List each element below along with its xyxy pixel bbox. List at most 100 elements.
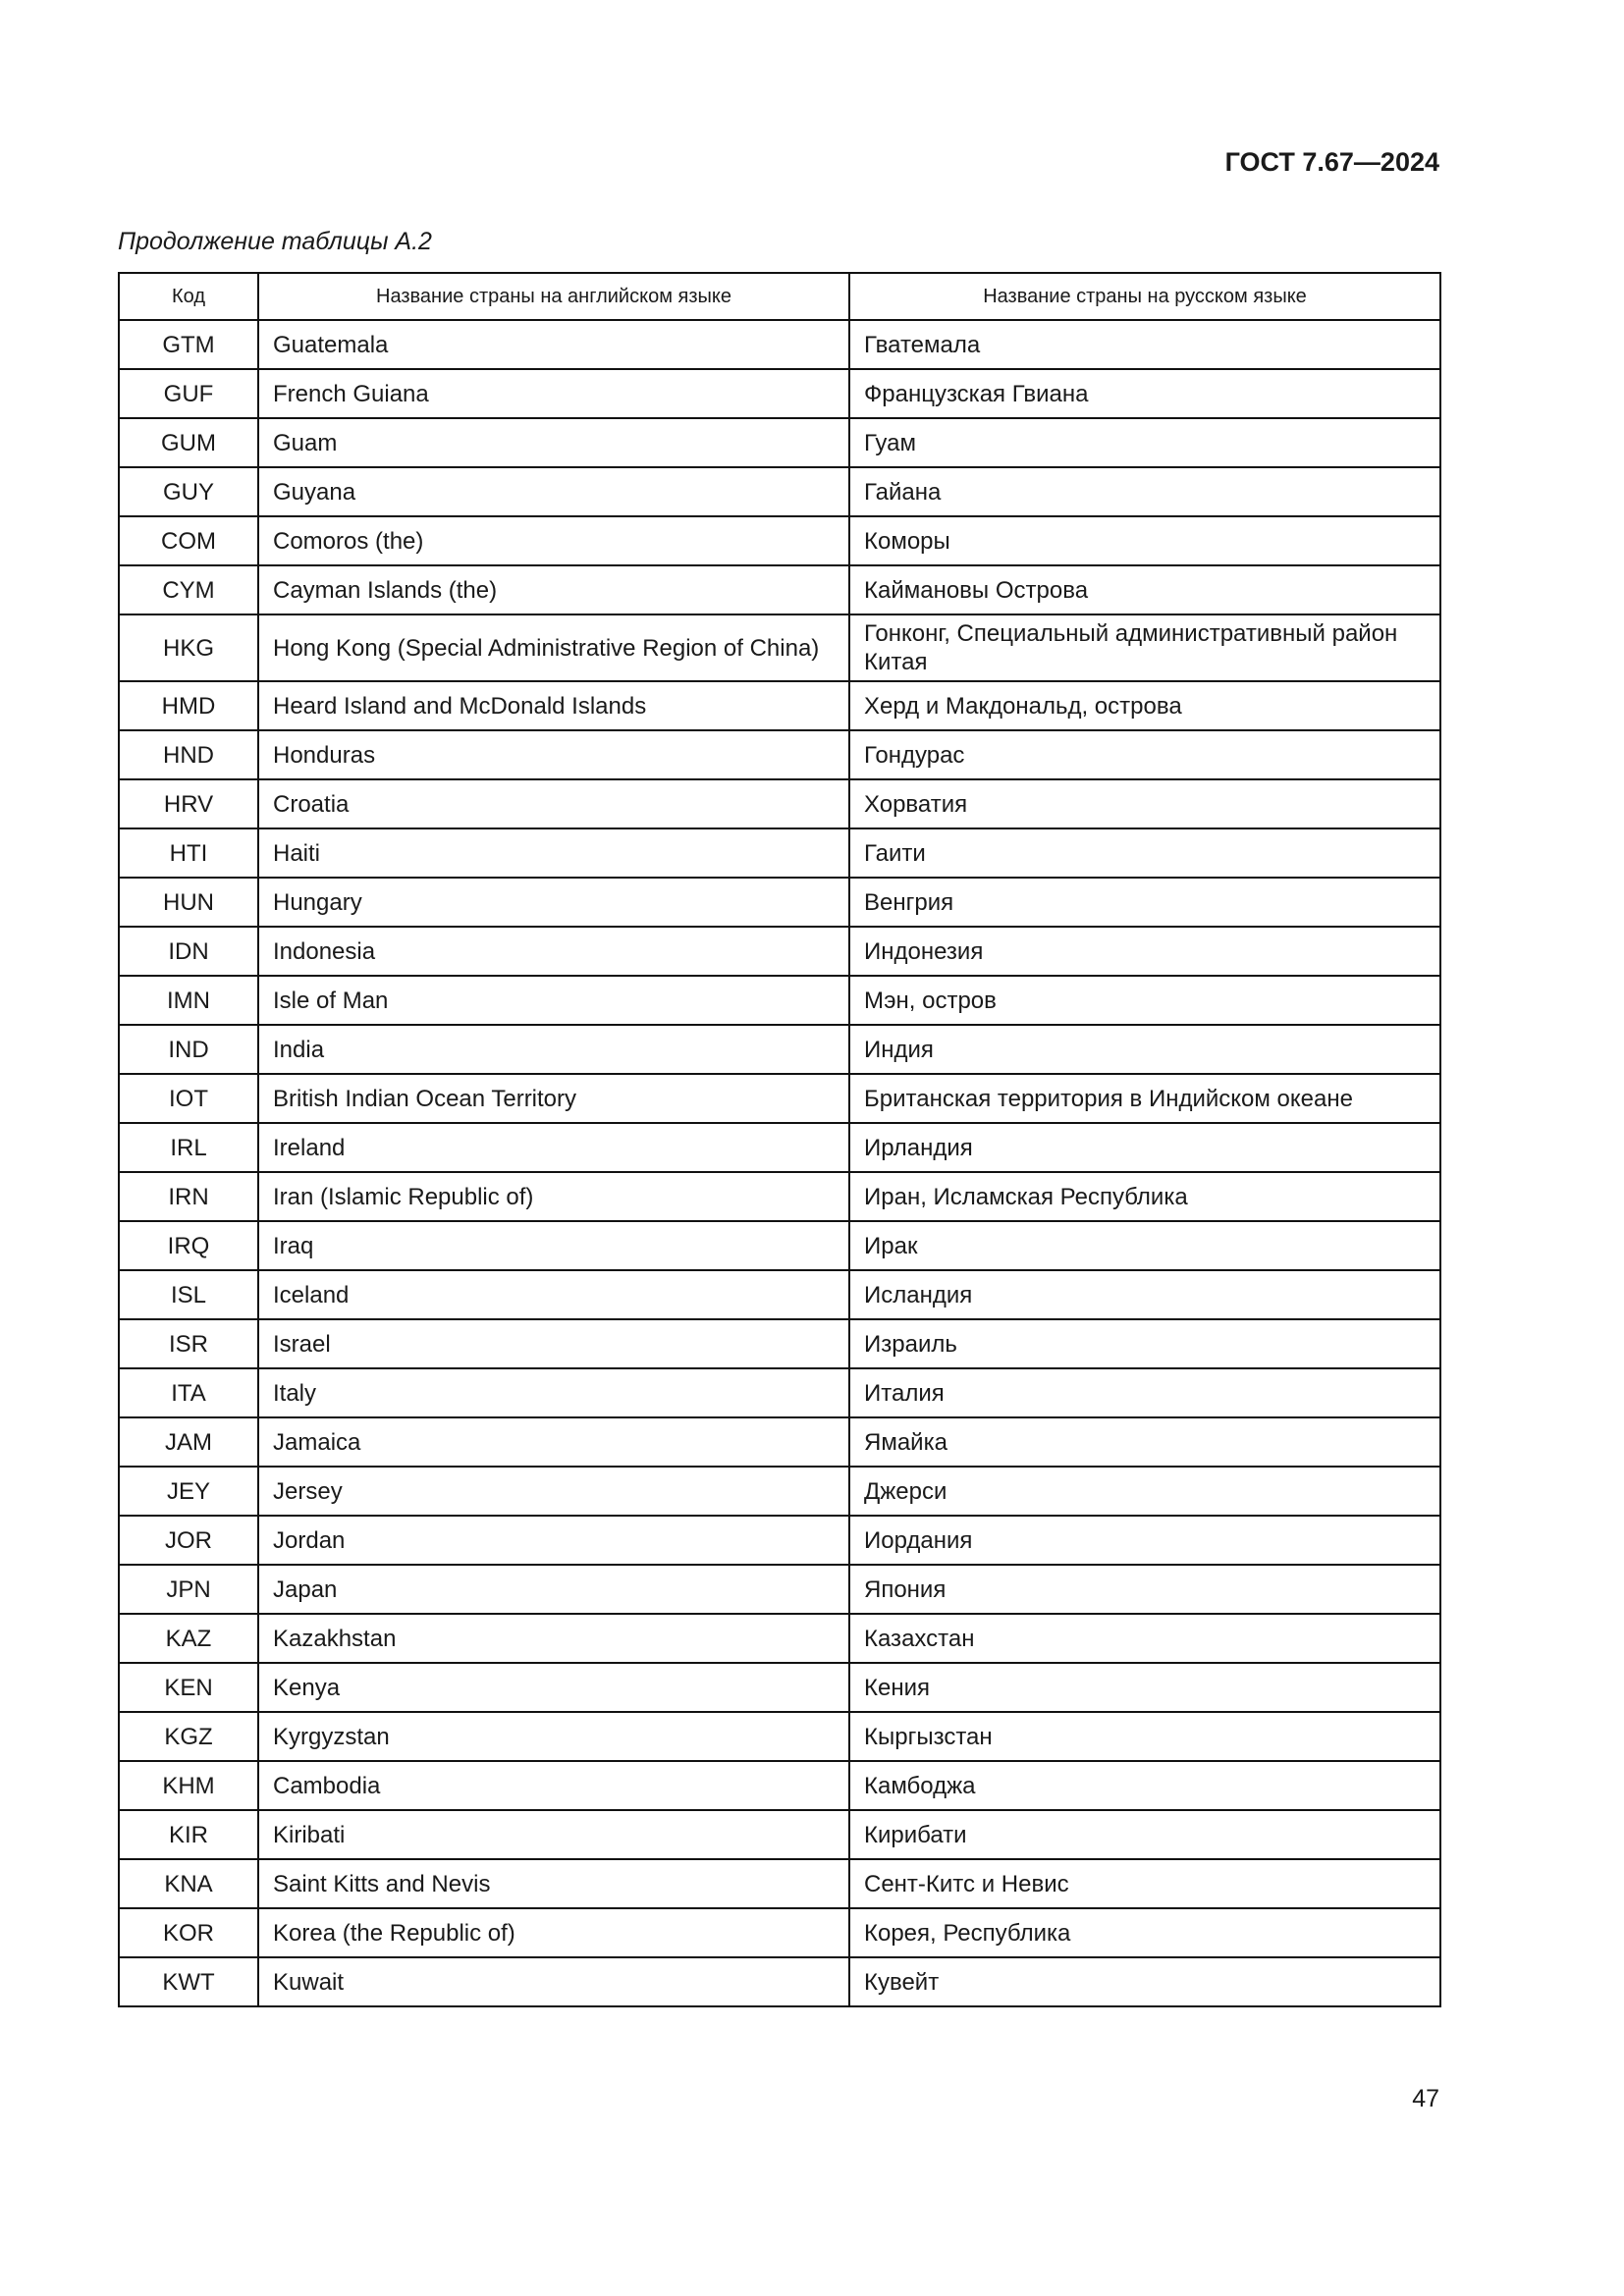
table-row: KGZ Kyrgyzstan Кыргызстан	[118, 1711, 1441, 1762]
table-row: IRN Iran (Islamic Republic of) Иран, Ислам…	[118, 1171, 1441, 1222]
country-code: KEN	[118, 1662, 259, 1713]
country-code: GTM	[118, 319, 259, 370]
table-row: HTI Haiti Гаити	[118, 828, 1441, 879]
country-code: GUM	[118, 417, 259, 468]
table-row: HRV Croatia Хорватия	[118, 778, 1441, 829]
table-row: CYM Cayman Islands (the) Каймановы Острова	[118, 564, 1441, 615]
table-row: JAM Jamaica Ямайка	[118, 1416, 1441, 1468]
table-row: JEY Jersey Джерси	[118, 1466, 1441, 1517]
column-header: Название страны на английском языке	[257, 272, 850, 321]
country-name: India	[257, 1024, 850, 1075]
country-code: CYM	[118, 564, 259, 615]
country-name: Гонконг, Специальный административный ра…	[848, 614, 1441, 682]
country-name: Кирибати	[848, 1809, 1441, 1860]
country-code: ITA	[118, 1367, 259, 1418]
country-name: Израиль	[848, 1318, 1441, 1369]
document-title: ГОСТ 7.67—2024	[1224, 147, 1439, 177]
table-row: HMD Heard Island and McDonald Islands Херд…	[118, 680, 1441, 731]
country-name: Гайана	[848, 466, 1441, 517]
country-code: HMD	[118, 680, 259, 731]
country-name: Jersey	[257, 1466, 850, 1517]
country-code: IRL	[118, 1122, 259, 1173]
country-code: IDN	[118, 926, 259, 977]
table-row: KWT Kuwait Кувейт	[118, 1956, 1441, 2007]
country-name: Iraq	[257, 1220, 850, 1271]
country-name: Камбоджа	[848, 1760, 1441, 1811]
table-row: ISL Iceland Исландия	[118, 1269, 1441, 1320]
country-code: JAM	[118, 1416, 259, 1468]
country-name: Guam	[257, 417, 850, 468]
country-name: Кувейт	[848, 1956, 1441, 2007]
country-name: Сент-Китс и Невис	[848, 1858, 1441, 1909]
country-name: Cayman Islands (the)	[257, 564, 850, 615]
table-row: IOT British Indian Ocean Territory Британс…	[118, 1073, 1441, 1124]
table-row: KAZ Kazakhstan Казахстан	[118, 1613, 1441, 1664]
table-row: IDN Indonesia Индонезия	[118, 926, 1441, 977]
country-name: Ирландия	[848, 1122, 1441, 1173]
country-name: Коморы	[848, 515, 1441, 566]
table-row: KEN Kenya Кения	[118, 1662, 1441, 1713]
country-code: ISR	[118, 1318, 259, 1369]
country-name: Indonesia	[257, 926, 850, 977]
table-row: GTM Guatemala Гватемала	[118, 319, 1441, 370]
table-row: JOR Jordan Иордания	[118, 1515, 1441, 1566]
country-name: Иордания	[848, 1515, 1441, 1566]
country-code: KWT	[118, 1956, 259, 2007]
country-name: Guatemala	[257, 319, 850, 370]
table-row: IMN Isle of Man Мэн, остров	[118, 975, 1441, 1026]
country-code: HRV	[118, 778, 259, 829]
table-row: JPN Japan Япония	[118, 1564, 1441, 1615]
country-code: KIR	[118, 1809, 259, 1860]
table-row: IRL Ireland Ирландия	[118, 1122, 1441, 1173]
country-code: JPN	[118, 1564, 259, 1615]
country-name: Croatia	[257, 778, 850, 829]
country-name: Мэн, остров	[848, 975, 1441, 1026]
country-name: Jordan	[257, 1515, 850, 1566]
country-name: Корея, Республика	[848, 1907, 1441, 1958]
table-row: GUM Guam Гуам	[118, 417, 1441, 468]
country-name: Кыргызстан	[848, 1711, 1441, 1762]
country-code: HND	[118, 729, 259, 780]
country-name: Kiribati	[257, 1809, 850, 1860]
column-header: Название страны на русском языке	[848, 272, 1441, 321]
country-code: KNA	[118, 1858, 259, 1909]
table-row: COM Comoros (the) Коморы	[118, 515, 1441, 566]
country-name: Индия	[848, 1024, 1441, 1075]
country-code: GUF	[118, 368, 259, 419]
country-name: Япония	[848, 1564, 1441, 1615]
country-name: Korea (the Republic of)	[257, 1907, 850, 1958]
table-row: GUY Guyana Гайана	[118, 466, 1441, 517]
country-name: Honduras	[257, 729, 850, 780]
country-code: IOT	[118, 1073, 259, 1124]
country-name: Казахстан	[848, 1613, 1441, 1664]
country-name: Kyrgyzstan	[257, 1711, 850, 1762]
country-code: JEY	[118, 1466, 259, 1517]
country-name: Ireland	[257, 1122, 850, 1173]
country-code: HTI	[118, 828, 259, 879]
country-name: Iran (Islamic Republic of)	[257, 1171, 850, 1222]
country-code: GUY	[118, 466, 259, 517]
column-header: Код	[118, 272, 259, 321]
country-code: ISL	[118, 1269, 259, 1320]
country-name: Haiti	[257, 828, 850, 879]
table-row: KOR Korea (the Republic of) Корея, Республ…	[118, 1907, 1441, 1958]
country-name: Гаити	[848, 828, 1441, 879]
country-name: British Indian Ocean Territory	[257, 1073, 850, 1124]
country-name: Kuwait	[257, 1956, 850, 2007]
country-name: Comoros (the)	[257, 515, 850, 566]
country-name: Гондурас	[848, 729, 1441, 780]
header-row: Код Название страны на английском языке На…	[118, 272, 1441, 321]
country-name: Guyana	[257, 466, 850, 517]
table-row: HKG Hong Kong (Special Administrative Reg…	[118, 614, 1441, 682]
country-name: Исландия	[848, 1269, 1441, 1320]
table-row: KHM Cambodia Камбоджа	[118, 1760, 1441, 1811]
country-name: Isle of Man	[257, 975, 850, 1026]
country-name: Каймановы Острова	[848, 564, 1441, 615]
country-name: Heard Island and McDonald Islands	[257, 680, 850, 731]
country-name: Ирак	[848, 1220, 1441, 1271]
country-code: IRQ	[118, 1220, 259, 1271]
country-name: Херд и Макдональд, острова	[848, 680, 1441, 731]
country-name: Кения	[848, 1662, 1441, 1713]
country-name: Hungary	[257, 877, 850, 928]
country-name: Британская территория в Индийском океане	[848, 1073, 1441, 1124]
